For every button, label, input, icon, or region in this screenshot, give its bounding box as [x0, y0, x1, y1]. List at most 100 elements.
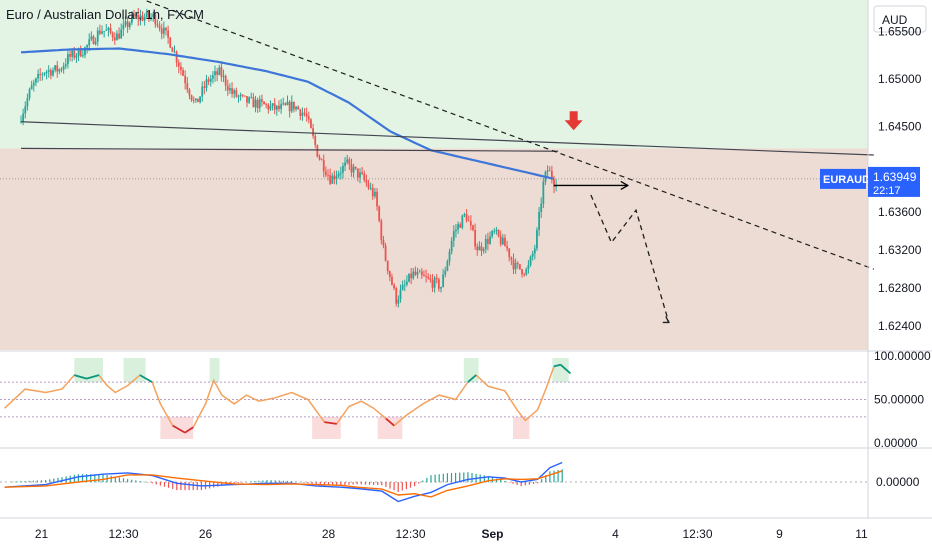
candle-body: [449, 252, 451, 262]
candle-body: [432, 280, 434, 288]
candle-body: [184, 76, 186, 83]
candle-body: [455, 230, 457, 231]
price-tick-label: 1.62800: [878, 281, 922, 295]
macd-histogram-bar: [369, 482, 370, 485]
candle-body: [178, 62, 180, 66]
candle-body: [88, 39, 90, 45]
macd-histogram-bar: [402, 482, 403, 491]
time-axis-label: 12:30: [682, 527, 712, 541]
candle-body: [498, 230, 500, 236]
macd-histogram-bar: [549, 471, 550, 482]
macd-histogram-bar: [102, 474, 103, 482]
candle-body: [61, 69, 63, 70]
candle-body: [112, 33, 114, 38]
price-tick-label: 1.65000: [878, 72, 922, 86]
macd-histogram-bar: [443, 474, 444, 483]
candle-body: [238, 96, 240, 97]
oscillator-oversold-segment: [173, 419, 394, 433]
macd-histogram-bar: [365, 482, 366, 485]
macd-histogram-bar: [135, 480, 136, 482]
candle-body: [257, 100, 259, 108]
oscillator-tick-label: 0.00000: [874, 436, 918, 450]
oversold-shade: [312, 417, 341, 439]
candle-body: [255, 100, 257, 107]
candle-body: [319, 157, 321, 160]
oscillator-tick-label: 100.00000: [874, 349, 931, 363]
candle-body: [547, 170, 549, 171]
candle-body: [368, 183, 370, 188]
candle-body: [216, 71, 218, 75]
time-axis-label: 9: [776, 527, 783, 541]
candle-body: [272, 103, 274, 105]
price-tick-label: 1.65500: [878, 24, 922, 38]
macd-histogram-bar: [422, 481, 423, 483]
macd-histogram-bar: [303, 482, 304, 483]
macd-histogram-bar: [283, 481, 284, 483]
candle-body: [508, 249, 510, 258]
macd-histogram-bar: [172, 482, 173, 489]
time-axis-label: 26: [199, 527, 213, 541]
macd-histogram-bar: [455, 473, 456, 482]
candle-body: [167, 30, 169, 37]
macd-histogram-bar: [406, 482, 407, 489]
macd-histogram-bar: [29, 481, 30, 482]
symbol-tag-label: EURAUD: [823, 174, 870, 186]
candle-body: [191, 95, 193, 100]
candle-body: [321, 159, 323, 160]
candle-body: [58, 69, 60, 71]
macd-histogram-bar: [160, 482, 161, 486]
candle-body: [120, 29, 122, 38]
candle-body: [99, 31, 101, 34]
candle-body: [95, 42, 97, 44]
candle-body: [434, 278, 436, 288]
candle-body: [487, 239, 489, 244]
candle-body: [468, 220, 470, 221]
candle-body: [542, 182, 544, 204]
candle-body: [429, 278, 431, 280]
macd-histogram-bar: [168, 482, 169, 488]
candle-body: [329, 175, 331, 184]
macd-histogram-bar: [266, 480, 267, 482]
candle-body: [163, 28, 165, 34]
candle-body: [252, 97, 254, 107]
candle-body: [105, 30, 107, 31]
macd-histogram-bar: [508, 482, 509, 483]
candle-body: [453, 231, 455, 241]
macd-histogram-bar: [119, 477, 120, 482]
candle-body: [116, 34, 118, 41]
candle-body: [397, 299, 399, 303]
candle-body: [73, 51, 75, 58]
oscillator-overbought-segment: [74, 365, 570, 382]
candle-body: [406, 282, 408, 285]
macd-histogram-bar: [98, 474, 99, 482]
candle-body: [391, 277, 393, 285]
candle-body: [293, 102, 295, 109]
macd-histogram-bar: [381, 482, 382, 485]
macd-histogram-bar: [184, 482, 185, 490]
macd-histogram-bar: [279, 481, 280, 483]
candle-body: [447, 261, 449, 270]
candle-body: [528, 265, 530, 269]
macd-histogram-bar: [357, 482, 358, 484]
candle-body: [410, 274, 412, 279]
candle-body: [221, 67, 223, 77]
macd-histogram-bar: [361, 482, 362, 484]
macd-histogram-bar: [131, 480, 132, 483]
time-axis-label: 21: [35, 527, 49, 541]
candle-body: [50, 70, 52, 75]
candle-body: [302, 113, 304, 116]
candle-body: [493, 231, 495, 232]
bearish-zone: [0, 148, 868, 350]
candle-body: [261, 99, 263, 102]
time-axis-label: 28: [322, 527, 336, 541]
candle-body: [346, 159, 348, 162]
candle-body: [174, 52, 176, 53]
candle-body: [474, 230, 476, 247]
candle-body: [233, 90, 235, 94]
candle-body: [218, 67, 220, 75]
candle-body: [114, 37, 116, 40]
candle-body: [103, 31, 105, 32]
macd-histogram-bar: [385, 482, 386, 487]
candle-body: [436, 278, 438, 279]
